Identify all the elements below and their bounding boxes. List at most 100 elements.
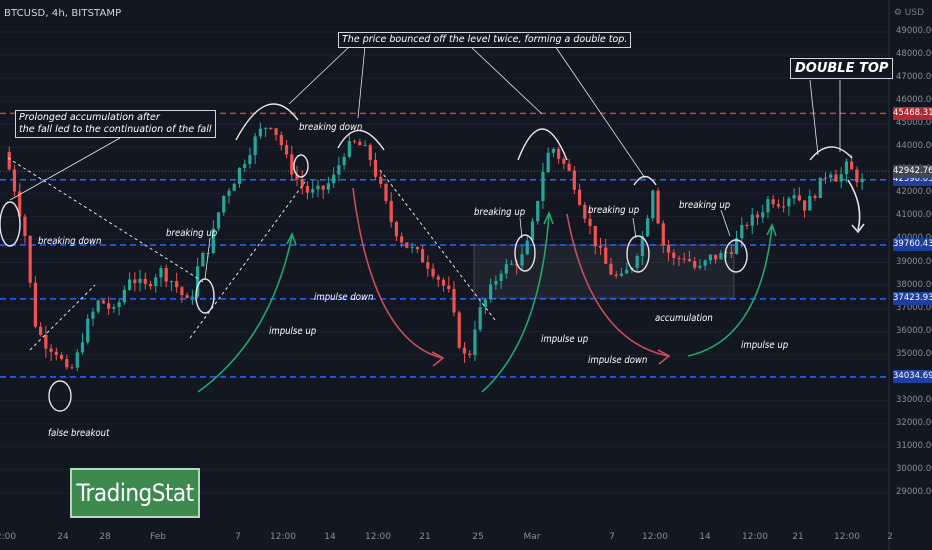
candle-body — [122, 289, 126, 303]
double-top-note: The price bounced off the level twice, f… — [338, 32, 632, 48]
impulse-down-arrowhead — [431, 351, 445, 367]
candle-body — [766, 199, 770, 213]
impulse-down-arrow — [566, 213, 669, 357]
candle-body — [169, 281, 174, 283]
candle-body — [776, 204, 781, 207]
candle-body — [525, 240, 529, 255]
y-tick-label: 29000.00 — [896, 486, 932, 497]
candle-body — [431, 268, 435, 277]
candle-body — [368, 145, 372, 160]
candle-body — [421, 249, 425, 263]
y-tick-label: 39000.00 — [896, 256, 932, 267]
candle-body — [39, 326, 43, 335]
candle-body — [227, 190, 231, 196]
top-arc — [235, 103, 299, 141]
candle-body — [457, 312, 461, 348]
candle-body — [583, 204, 587, 219]
y-tick-label: 33000.00 — [896, 394, 932, 405]
x-tick-label: 21 — [419, 532, 431, 542]
candle-body — [33, 282, 37, 327]
candle-body — [237, 167, 242, 184]
candle-body — [520, 254, 524, 266]
candle-body — [253, 136, 257, 156]
candle-body — [248, 155, 252, 165]
x-tick-label: 12:00 — [742, 532, 768, 542]
level-price-tag: 39760.43 — [893, 238, 932, 252]
callout-pointer — [357, 45, 366, 119]
candle-body — [394, 222, 399, 237]
candle-body — [180, 287, 184, 296]
candle-body — [196, 266, 200, 297]
y-tick-label: 35000.00 — [896, 348, 932, 359]
callout-pointer — [469, 45, 543, 115]
x-tick-label: 12:00 — [270, 532, 296, 542]
candle-body — [802, 200, 807, 211]
annotation-label: impulse down — [314, 292, 374, 303]
candle-body — [389, 200, 393, 223]
candle-body — [698, 265, 702, 268]
candle-body — [551, 148, 556, 153]
candle-body — [850, 161, 854, 170]
callout-pointer — [519, 217, 523, 239]
currency-label: ⚙ USD — [894, 8, 924, 18]
candle-body — [787, 198, 791, 207]
candle-body — [489, 284, 493, 300]
candle-body — [750, 214, 754, 226]
candle-body — [211, 228, 215, 253]
candle-body — [666, 245, 671, 253]
impulse-up-arrowhead — [286, 231, 297, 246]
candle-body — [363, 145, 367, 147]
candle-body — [693, 261, 697, 268]
currency-text: USD — [904, 8, 924, 18]
candle-body — [483, 299, 487, 308]
candle-body — [782, 206, 786, 208]
candle-body — [588, 218, 592, 226]
candle-body — [447, 285, 451, 289]
candles — [7, 122, 864, 372]
candle-body — [703, 260, 707, 266]
candle-body — [101, 300, 106, 304]
candle-body — [813, 195, 817, 198]
level-lines — [0, 112, 889, 378]
callout-pointer — [720, 209, 731, 237]
candle-body — [687, 259, 692, 262]
impulse-up-arrow — [481, 213, 550, 393]
candle-body — [609, 263, 613, 275]
candle-body — [640, 236, 644, 257]
candle-body — [44, 334, 48, 349]
candle-body — [269, 127, 273, 129]
candle-body — [719, 253, 723, 260]
candle-body — [740, 224, 744, 239]
top-arc — [517, 128, 568, 161]
x-tick-label: Feb — [150, 532, 166, 542]
impulse-up-arrowhead — [766, 222, 777, 237]
candle-body — [358, 141, 362, 146]
candle-body — [91, 311, 95, 319]
candle-body — [337, 165, 341, 175]
candle-body — [415, 246, 419, 250]
candle-body — [577, 189, 582, 205]
x-tick-label: 21 — [792, 532, 804, 542]
candle-body — [148, 283, 153, 287]
candle-body — [347, 141, 351, 157]
x-tick-label: 28 — [99, 532, 111, 542]
candle-body — [321, 185, 325, 190]
top-arc — [633, 175, 657, 186]
candle-body — [316, 185, 320, 190]
y-tick-label: 44000.00 — [896, 141, 932, 152]
candle-body — [138, 278, 142, 284]
candle-body — [557, 148, 561, 159]
overlay-shapes — [473, 244, 735, 299]
candle-body — [729, 252, 733, 254]
candle-body — [677, 258, 681, 260]
impulse-down-arrow — [352, 187, 443, 359]
callout-pointer — [554, 45, 646, 179]
last-price-tag: 42942.76 — [893, 165, 932, 179]
candle-body — [452, 288, 456, 313]
candle-body — [625, 269, 629, 274]
settings-icon[interactable]: ⚙ — [893, 8, 902, 18]
candle-body — [326, 183, 331, 190]
x-tick-label: 2:00 — [0, 532, 17, 542]
impulse-up-arrow — [197, 235, 293, 393]
annotation-label: impulse up — [269, 326, 317, 337]
